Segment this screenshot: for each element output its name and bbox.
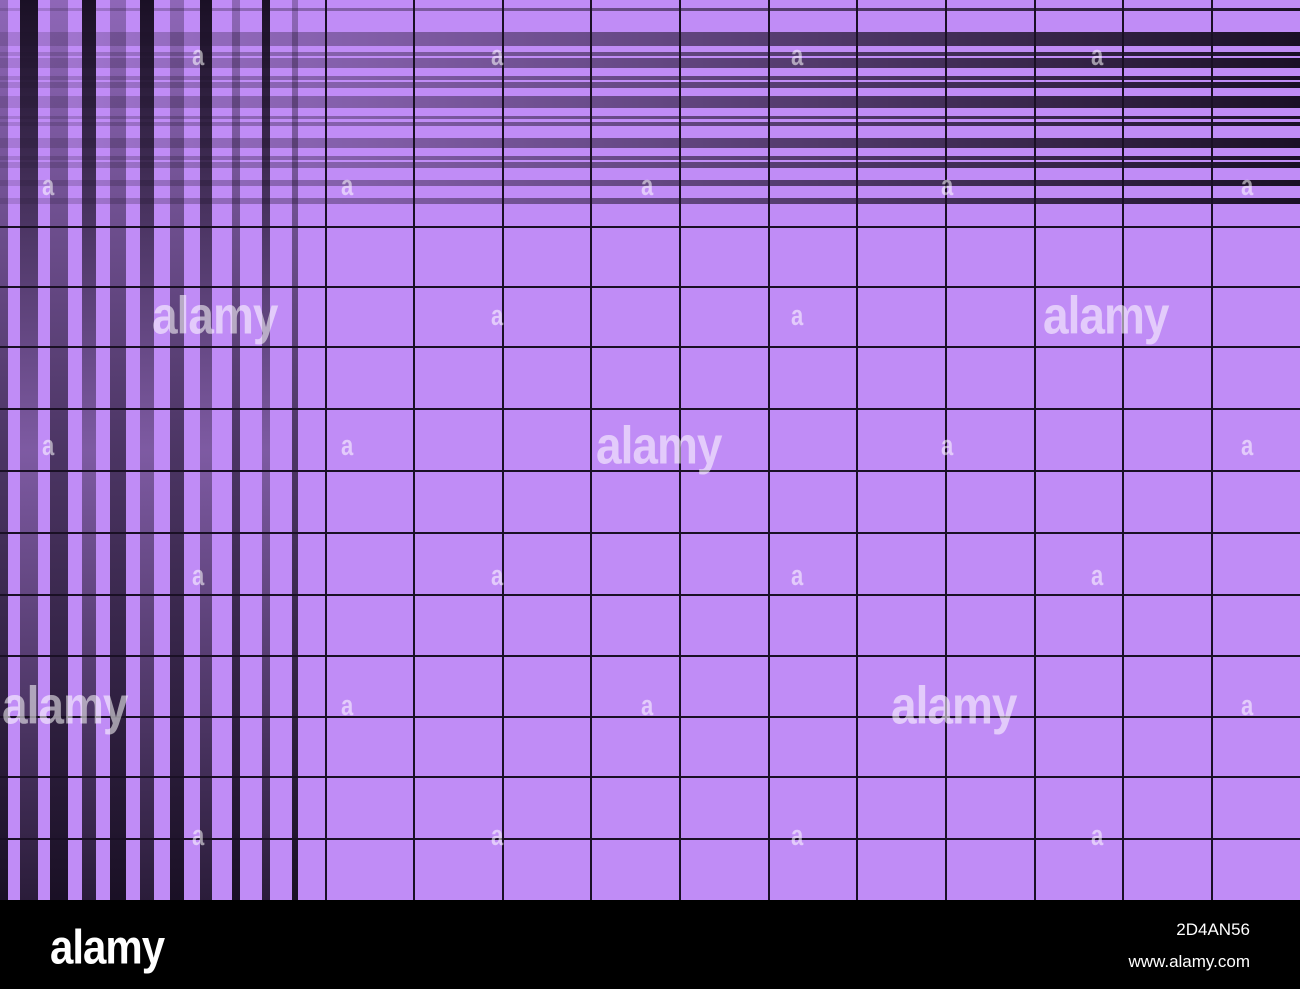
horizontal-band [0,156,1300,160]
watermark-logo: alamy [596,415,722,475]
watermark-logo: alamy [152,285,278,345]
horizontal-band [0,96,1300,108]
vertical-band [20,0,38,900]
horizontal-band [0,52,1300,56]
horizontal-line [0,470,1300,472]
watermark-mark: a [341,169,353,202]
vertical-line [590,0,592,900]
horizontal-line [0,532,1300,534]
watermark-mark: a [491,559,503,592]
horizontal-band [0,180,1300,186]
vertical-line [325,0,327,900]
vertical-line [1211,0,1213,900]
stock-footer-bar: alamy 2D4AN56 www.alamy.com [0,900,1300,989]
vertical-line [945,0,947,900]
watermark-mark: a [491,39,503,72]
horizontal-line [0,776,1300,778]
vertical-line [856,0,858,900]
horizontal-line [0,838,1300,840]
watermark-mark: a [641,689,653,722]
watermark-mark: a [192,819,204,852]
watermark-logo: alamy [2,675,128,735]
horizontal-band [0,162,1300,168]
horizontal-band [0,58,1300,68]
vertical-line [679,0,681,900]
watermark-logo: alamy [1043,285,1169,345]
watermark-mark: a [791,299,803,332]
vertical-line [502,0,504,900]
grid-lines [0,0,1300,900]
vertical-band [170,0,184,900]
watermark-mark: a [192,559,204,592]
vertical-band [292,0,298,900]
horizontal-line [0,408,1300,410]
vertical-band [232,0,240,900]
horizontal-band [0,122,1300,126]
horizontal-line [0,346,1300,348]
horizontal-line [0,594,1300,596]
vertical-line [768,0,770,900]
horizontal-band [0,76,1300,80]
horizontal-band [0,198,1300,204]
watermark-mark: a [1241,689,1253,722]
horizontal-line [0,286,1300,288]
watermark-logo: alamy [891,675,1017,735]
watermark-mark: a [941,169,953,202]
vertical-band [82,0,96,900]
horizontal-band [0,82,1300,88]
vertical-band [110,0,126,900]
watermark-mark: a [341,689,353,722]
vertical-band [262,0,270,900]
vertical-band [0,0,8,900]
watermark-mark: a [192,39,204,72]
watermark-mark: a [791,39,803,72]
vertical-line [1122,0,1124,900]
vertical-band [50,0,68,900]
watermark-mark: a [1091,819,1103,852]
vertical-line [413,0,415,900]
watermark-mark: a [1091,559,1103,592]
horizontal-band [0,116,1300,119]
horizontal-line [0,655,1300,657]
watermark-mark: a [791,559,803,592]
vertical-band [140,0,154,900]
vertical-band [200,0,212,900]
watermark-mark: a [491,819,503,852]
site-url: www.alamy.com [1128,952,1250,971]
horizontal-line [0,716,1300,718]
horizontal-band [0,138,1300,148]
image-id: 2D4AN56 [1176,920,1250,939]
horizontal-band [0,8,1300,11]
watermark-mark: a [42,169,54,202]
watermark-mark: a [1241,429,1253,462]
watermark-mark: a [1091,39,1103,72]
watermark-mark: a [341,429,353,462]
horizontal-line [0,226,1300,228]
watermark-mark: a [491,299,503,332]
alamy-logo: alamy [50,920,165,975]
watermark-mark: a [42,429,54,462]
purple-grid-pattern: a a a a a a a a a alamy a a alamy a a al… [0,0,1300,900]
vertical-line [1034,0,1036,900]
watermark-mark: a [941,429,953,462]
watermark-mark: a [791,819,803,852]
watermark-mark: a [1241,169,1253,202]
watermark-mark: a [641,169,653,202]
